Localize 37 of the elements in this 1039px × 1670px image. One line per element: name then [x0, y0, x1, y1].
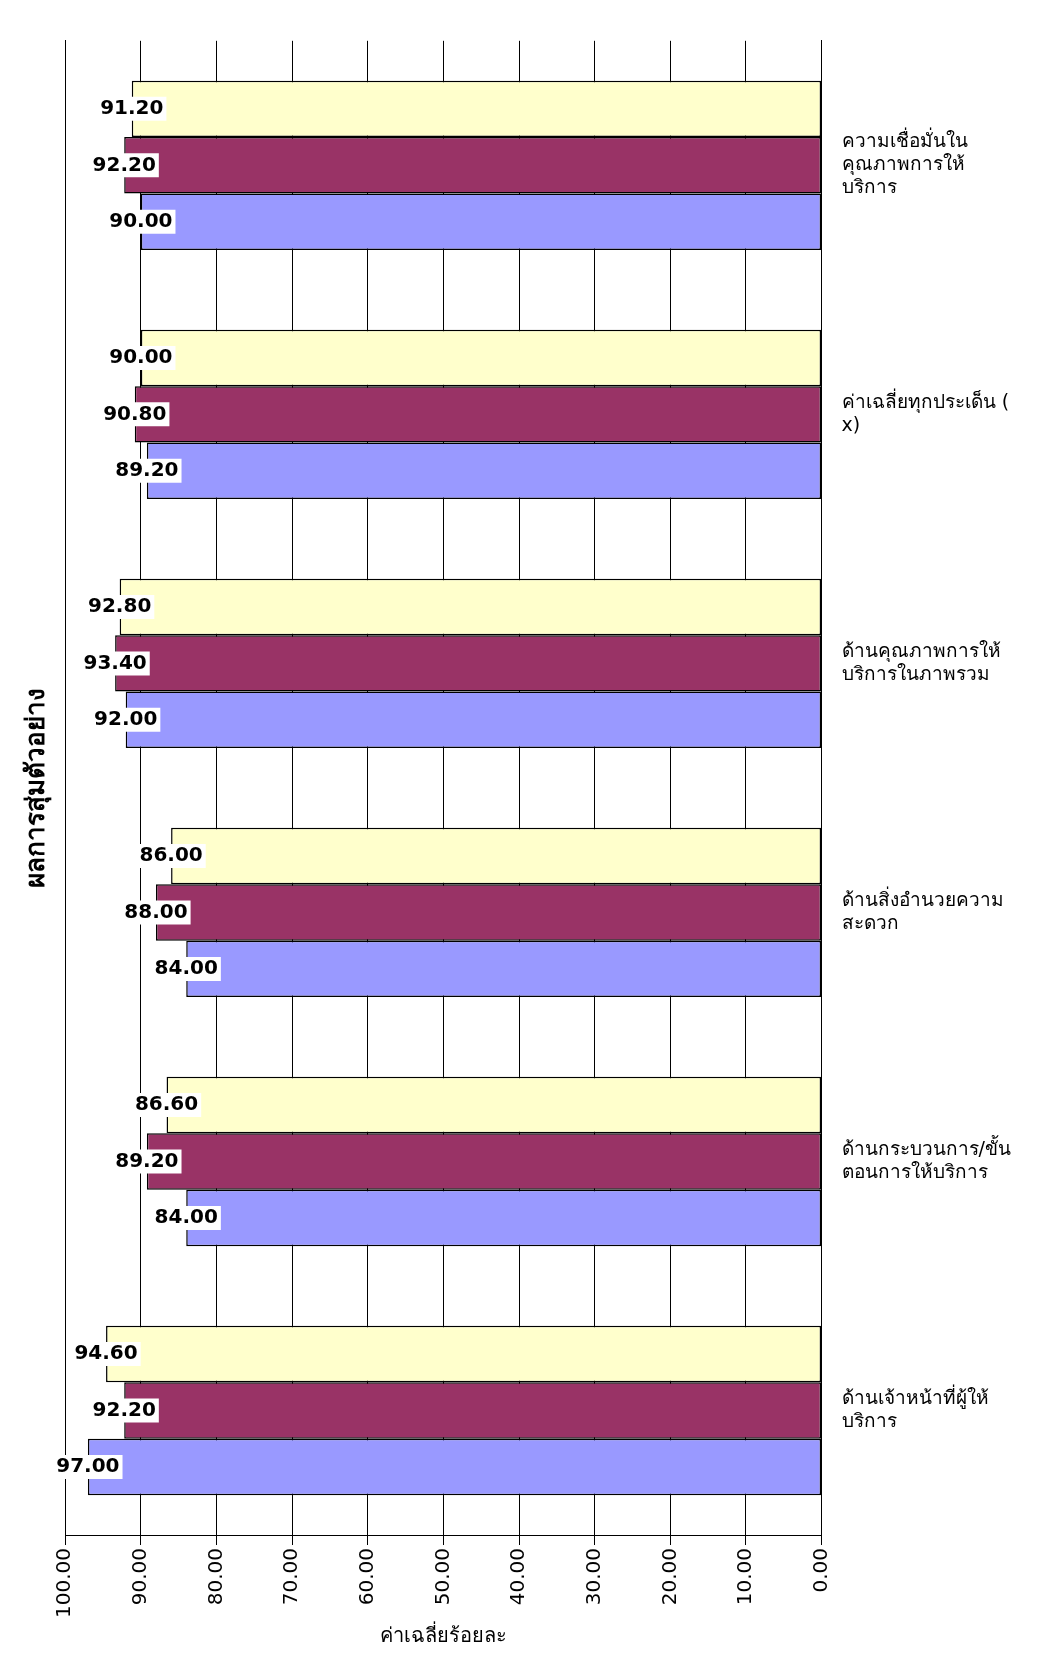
data-label: 90.80 — [103, 400, 167, 425]
data-label: 92.00 — [94, 706, 158, 731]
data-label: 86.60 — [134, 1091, 199, 1116]
data-label: 89.20 — [115, 1147, 179, 1172]
x-tick-label: 20.00 — [656, 1548, 681, 1606]
data-label: 93.40 — [83, 649, 147, 674]
data-label: 92.20 — [92, 151, 156, 176]
data-label: 86.00 — [139, 842, 203, 867]
data-label: 84.00 — [154, 1204, 218, 1229]
y-tick-label: ความเชื่อมั่นในคุณภาพการให้บริการ — [841, 127, 968, 198]
data-label: 91.20 — [100, 95, 164, 120]
x-tick-label: 60.00 — [353, 1548, 378, 1606]
y-tick-label: ด้านสิ่งอำนวยความสะดวก — [841, 885, 1004, 933]
data-label: 92.80 — [88, 593, 152, 618]
data-label: 90.00 — [109, 207, 173, 232]
data-label: 92.20 — [92, 1396, 156, 1421]
x-tick-label: 80.00 — [202, 1548, 227, 1606]
x-tick-label: 10.00 — [732, 1548, 757, 1606]
y-axis-title: ผลการสุ่มตัวอย่าง — [20, 687, 53, 888]
x-tick-label: 90.00 — [127, 1548, 152, 1606]
x-axis-title: ค่าเฉลี่ยร้อยละ — [379, 1621, 507, 1648]
data-label: 88.00 — [124, 898, 188, 923]
y-tick-label: ด้านเจ้าหน้าที่ผู้ให้บริการ — [841, 1384, 989, 1431]
x-tick-label: 100.00 — [51, 1548, 76, 1618]
data-label: 89.20 — [115, 457, 179, 482]
data-label: 84.00 — [154, 955, 218, 980]
x-tick-label: 0.00 — [807, 1548, 832, 1593]
data-label: 94.60 — [74, 1340, 138, 1365]
data-label: 90.00 — [109, 344, 173, 369]
x-tick-label: 70.00 — [278, 1548, 303, 1606]
x-tick-label: 40.00 — [505, 1548, 530, 1606]
x-tick-label: 50.00 — [429, 1548, 454, 1606]
data-label: 97.00 — [56, 1453, 120, 1478]
y-tick-label: ด้านคุณภาพการให้บริการในภาพรวม — [841, 638, 1001, 684]
y-tick-label: ค่าเฉลี่ยทุกประเด็น (x) — [841, 387, 1010, 435]
y-tick-label: ด้านกระบวนการ/ขั้นตอนการให้บริการ — [841, 1135, 1011, 1182]
x-tick-label: 30.00 — [580, 1548, 605, 1606]
